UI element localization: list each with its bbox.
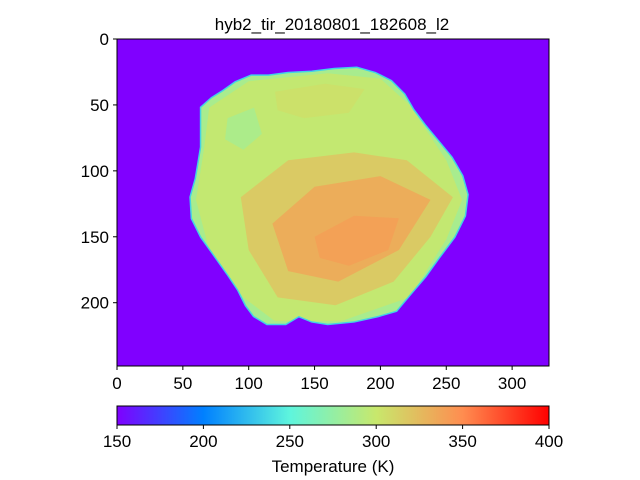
x-tick-label: 150 [300, 374, 328, 393]
x-tick-label: 300 [498, 374, 526, 393]
colorbar: 150 200 250 300 350 400 Temperature (K) [103, 405, 563, 476]
colorbar-ticks: 150 200 250 300 350 400 [103, 425, 563, 451]
colorbar-gradient [116, 405, 550, 426]
x-axis: 0 50 100 150 200 250 300 [112, 366, 526, 393]
temperature-region [314, 215, 399, 266]
x-tick-label: 0 [112, 374, 121, 393]
colorbar-tick-label: 150 [103, 432, 131, 451]
colorbar-tick-label: 400 [535, 432, 563, 451]
y-tick-label: 0 [100, 30, 109, 49]
temperature-region [275, 83, 365, 119]
x-tick-label: 100 [235, 374, 263, 393]
chart-title: hyb2_tir_20180801_182608_l2 [215, 15, 449, 34]
plot-frame [116, 38, 550, 367]
temperature-region [225, 107, 262, 150]
x-tick-label: 200 [366, 374, 394, 393]
colorbar-tick-label: 300 [362, 432, 390, 451]
y-tick-label: 100 [81, 162, 109, 181]
y-tick-label: 50 [90, 96, 109, 115]
colorbar-tick-label: 200 [189, 432, 217, 451]
heatmap-area [117, 39, 549, 366]
colorbar-tick-label: 250 [276, 432, 304, 451]
y-axis: 0 50 100 150 200 [81, 30, 117, 313]
y-tick-label: 150 [81, 228, 109, 247]
colorbar-tick-label: 350 [448, 432, 476, 451]
temperature-regions [196, 73, 463, 322]
x-tick-label: 50 [173, 374, 192, 393]
colorbar-label: Temperature (K) [272, 457, 395, 476]
x-tick-label: 250 [432, 374, 460, 393]
y-tick-label: 200 [81, 294, 109, 313]
